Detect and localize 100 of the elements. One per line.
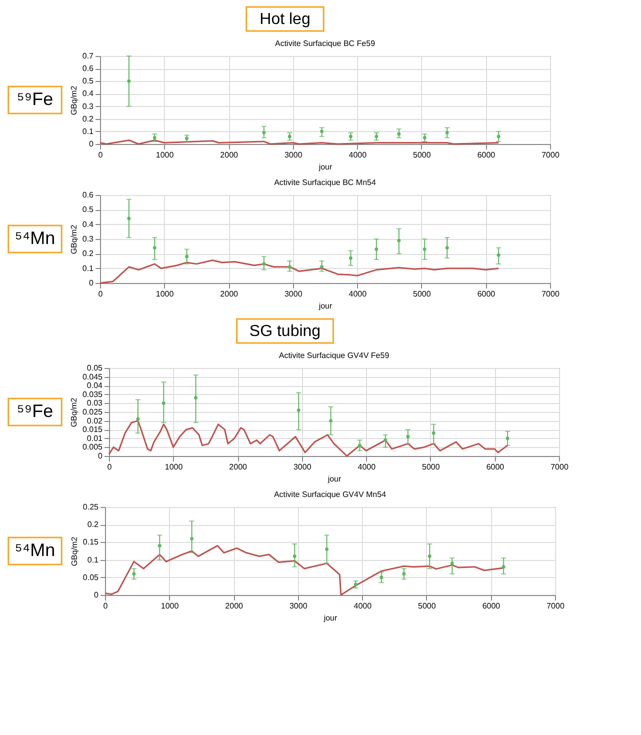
text: Hot leg	[260, 11, 310, 28]
point	[127, 216, 131, 220]
y-axis-title: GBq/m2	[69, 85, 78, 116]
x-tick-label: 6000	[477, 150, 496, 160]
y-tick-label: 0.005	[82, 442, 104, 452]
x-tick-label: 2000	[229, 462, 248, 472]
x-tick-label: 5000	[413, 150, 432, 160]
y-tick-label: 0.1	[87, 555, 100, 564]
y-tick-label: 0.01	[86, 434, 104, 443]
x-tick-label: 7000	[550, 462, 569, 472]
x-tick-label: 3000	[293, 462, 312, 472]
x-tick-label: 5000	[413, 290, 432, 298]
point	[262, 130, 266, 134]
x-tick-label: 4000	[348, 290, 368, 298]
y-tick-label: 0.2	[82, 114, 94, 124]
x-tick-label: 3000	[284, 150, 303, 160]
y-tick-label: 0.04	[86, 381, 104, 390]
point	[354, 582, 358, 586]
y-tick-label: 0.045	[82, 372, 104, 382]
y-tick-label: 0.1	[82, 264, 94, 273]
y-tick-label: 0.5	[82, 205, 94, 214]
y-tick-label: 0.05	[82, 572, 100, 582]
chart-title: Activite Surfacique BC Mn54	[274, 178, 376, 187]
x-axis-title: jour	[318, 302, 333, 310]
x-tick-label: 7000	[542, 290, 560, 298]
point	[496, 253, 500, 257]
point	[292, 554, 296, 558]
point	[496, 134, 500, 138]
x-tick-label: 1000	[156, 150, 174, 160]
point	[320, 265, 324, 269]
x-tick-label: 5000	[418, 602, 436, 610]
point	[422, 248, 426, 251]
y-tick-label: 0.03	[86, 398, 104, 408]
x-tick-label: 7000	[542, 150, 560, 160]
y-tick-label: 0.025	[82, 408, 104, 416]
point	[288, 265, 292, 269]
y-tick-label: 0.5	[82, 76, 94, 86]
point	[374, 134, 378, 138]
text: ⁵⁹Fe	[16, 401, 54, 421]
point	[384, 438, 388, 442]
x-tick-label: 2000	[225, 602, 244, 610]
point	[432, 431, 436, 435]
point	[158, 544, 162, 548]
y-tick-label: 0.7	[82, 52, 94, 60]
point	[348, 256, 352, 260]
x-tick-label: 2000	[220, 290, 239, 298]
text: ⁵⁴Mn	[14, 540, 56, 560]
point	[132, 572, 136, 576]
point	[445, 246, 449, 250]
x-tick-label: 5000	[422, 462, 440, 472]
y-tick-label: 0.15	[82, 538, 100, 547]
x-tick-label: 6000	[482, 602, 501, 610]
text: ⁵⁹Fe	[16, 89, 54, 109]
x-axis-title: jour	[326, 474, 342, 484]
point	[152, 136, 156, 140]
y-tick-label: 0.4	[82, 220, 94, 229]
point	[136, 417, 140, 421]
point	[450, 562, 454, 566]
point	[127, 79, 131, 83]
x-tick-label: 1000	[160, 602, 180, 610]
point	[358, 444, 362, 448]
y-tick-label: 0.6	[82, 190, 94, 200]
point	[506, 436, 510, 440]
x-tick-label: 3000	[284, 290, 303, 298]
text: SG tubing	[249, 323, 321, 340]
y-tick-label: 0.1	[82, 126, 94, 136]
y-tick-label: 0.2	[82, 249, 94, 258]
point	[428, 554, 432, 558]
y-tick-label: 0	[89, 140, 94, 148]
y-tick-label: 0.02	[86, 416, 104, 426]
point	[296, 408, 300, 412]
x-tick-label: 0	[107, 462, 112, 472]
point	[152, 246, 156, 250]
y-tick-label: 0	[94, 590, 100, 600]
chart-title: Activite Surfacique GV4V Fe59	[278, 351, 390, 360]
x-tick-label: 1000	[156, 290, 174, 298]
chart-title: Activite Surfacique GV4V Mn54	[274, 490, 387, 499]
point	[262, 262, 266, 266]
x-tick-label: 3000	[289, 602, 308, 610]
point	[402, 572, 406, 576]
y-tick-label: 0	[89, 278, 94, 288]
x-axis-title: jour	[318, 162, 333, 172]
line-series	[104, 544, 504, 596]
y-tick-label: 0	[98, 452, 104, 460]
chart-title: Activite Surfacique BC Fe59	[274, 39, 376, 48]
point	[397, 132, 401, 136]
x-tick-label: 4000	[358, 462, 376, 472]
x-tick-label: 2000	[220, 150, 239, 160]
point	[406, 434, 410, 438]
y-tick-label: 0.015	[82, 425, 104, 434]
point	[320, 130, 324, 134]
y-axis-title: GBq/m2	[69, 224, 78, 254]
point	[194, 396, 198, 400]
x-axis-title: jour	[322, 614, 338, 622]
point	[374, 248, 378, 251]
x-tick-label: 1000	[164, 462, 184, 472]
point	[348, 134, 352, 138]
point	[185, 254, 189, 258]
y-tick-label: 0.035	[82, 390, 104, 399]
point	[329, 419, 333, 423]
